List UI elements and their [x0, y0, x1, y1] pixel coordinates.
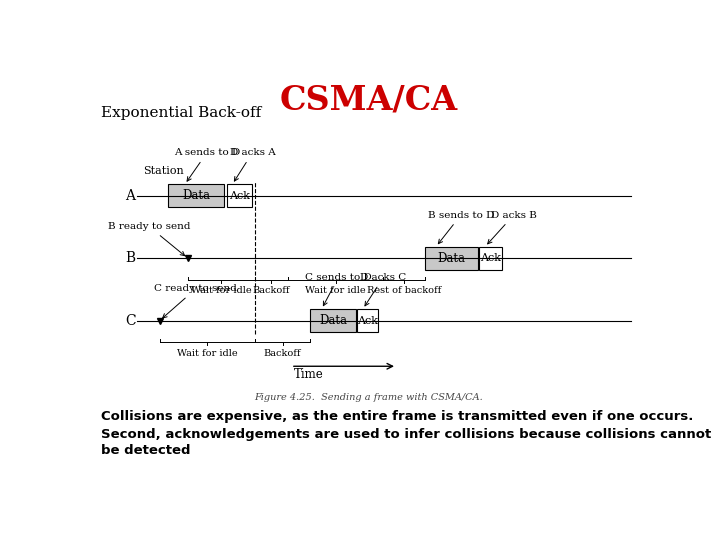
Text: C: C: [125, 314, 135, 328]
Text: D acks B: D acks B: [487, 211, 536, 244]
Text: Figure 4.25.  Sending a frame with CSMA/CA.: Figure 4.25. Sending a frame with CSMA/C…: [255, 393, 483, 402]
Bar: [227, 184, 252, 207]
Text: B: B: [125, 251, 135, 265]
Text: B ready to send: B ready to send: [108, 222, 190, 256]
Text: D acks A: D acks A: [230, 148, 275, 181]
Text: Second, acknowledgements are used to infer collisions because collisions cannot: Second, acknowledgements are used to inf…: [101, 428, 711, 441]
Bar: [168, 184, 224, 207]
Text: Exponential Back-off: Exponential Back-off: [101, 106, 261, 120]
Text: Wait for idle: Wait for idle: [177, 349, 238, 357]
Text: Backoff: Backoff: [253, 286, 290, 295]
Text: C sends to D: C sends to D: [305, 273, 372, 306]
Text: Station: Station: [143, 166, 184, 176]
Text: Wait for idle: Wait for idle: [305, 286, 366, 295]
Text: Data: Data: [319, 314, 347, 327]
Text: A: A: [125, 189, 135, 203]
Text: C ready to send: C ready to send: [154, 285, 237, 318]
Text: CSMA/CA: CSMA/CA: [280, 84, 458, 117]
Text: Ack: Ack: [480, 253, 501, 263]
Text: Data: Data: [182, 190, 210, 202]
Text: B sends to D: B sends to D: [428, 211, 494, 244]
Bar: [357, 309, 379, 332]
Text: Backoff: Backoff: [264, 349, 301, 357]
Bar: [425, 247, 478, 269]
Text: Collisions are expensive, as the entire frame is transmitted even if one occurs.: Collisions are expensive, as the entire …: [101, 410, 693, 423]
Bar: [480, 247, 502, 269]
Text: be detected: be detected: [101, 444, 191, 457]
Text: Time: Time: [294, 368, 323, 381]
Text: Rest of backoff: Rest of backoff: [366, 286, 441, 295]
Text: A sends to D: A sends to D: [174, 148, 240, 181]
Text: Data: Data: [437, 252, 465, 265]
Bar: [310, 309, 356, 332]
Text: Ack: Ack: [357, 315, 379, 326]
Text: Wait for idle: Wait for idle: [191, 286, 251, 295]
Text: Ack: Ack: [229, 191, 250, 201]
Text: D acks C: D acks C: [360, 273, 406, 306]
